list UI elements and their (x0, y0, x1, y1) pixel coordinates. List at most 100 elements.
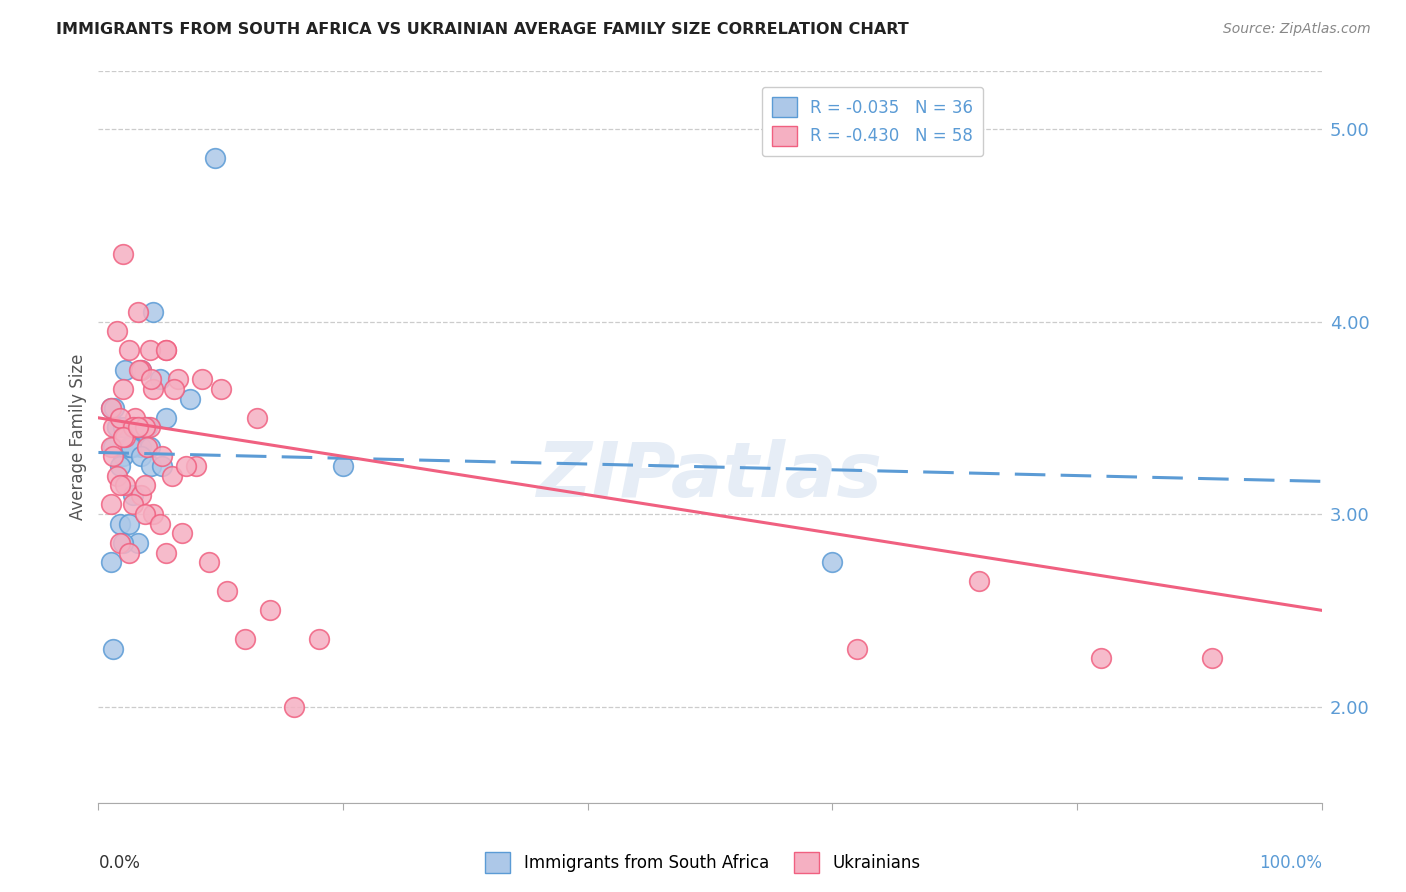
Point (121, 440, 143, 454)
Y-axis label: Average Family Size: Average Family Size (69, 354, 87, 520)
Point (142, 305, 165, 319)
Point (139, 440, 162, 454)
Point (110, 536, 132, 550)
Point (127, 420, 149, 434)
Point (967, 574, 990, 589)
Point (150, 458, 173, 473)
Point (110, 516, 132, 531)
Point (118, 440, 141, 454)
Point (103, 401, 125, 416)
Text: 0.0%: 0.0% (98, 854, 141, 872)
Point (186, 458, 208, 473)
Point (101, 641, 124, 656)
Point (129, 362, 152, 376)
Point (139, 420, 162, 434)
Point (149, 372, 172, 386)
Point (118, 545, 141, 559)
Point (100, 401, 122, 416)
Point (308, 632, 330, 647)
Point (110, 478, 132, 492)
Point (129, 440, 152, 454)
Point (136, 440, 159, 454)
Point (114, 430, 136, 444)
Point (127, 536, 149, 550)
Point (821, 555, 844, 569)
Point (114, 362, 136, 376)
Point (215, 584, 238, 599)
Point (110, 458, 132, 473)
Text: ZIPatlas: ZIPatlas (537, 439, 883, 513)
Point (111, 430, 134, 444)
Point (136, 420, 159, 434)
Point (111, 420, 134, 434)
Point (127, 305, 149, 319)
Point (142, 507, 165, 521)
Point (111, 247, 134, 261)
Point (845, 641, 868, 656)
Point (134, 420, 156, 434)
Point (129, 450, 152, 464)
Point (100, 555, 122, 569)
Point (118, 440, 141, 454)
Point (134, 478, 156, 492)
Point (121, 488, 143, 502)
Point (111, 536, 134, 550)
Point (160, 468, 183, 483)
Point (124, 420, 146, 434)
Point (155, 343, 177, 358)
Legend: Immigrants from South Africa, Ukrainians: Immigrants from South Africa, Ukrainians (479, 846, 927, 880)
Point (163, 382, 186, 396)
Point (127, 420, 149, 434)
Point (139, 343, 162, 358)
Point (118, 343, 141, 358)
Point (101, 420, 124, 434)
Point (100, 440, 122, 454)
Point (179, 392, 201, 406)
Point (120, 440, 142, 454)
Point (121, 498, 143, 512)
Text: Source: ZipAtlas.com: Source: ZipAtlas.com (1223, 22, 1371, 37)
Point (101, 450, 124, 464)
Point (129, 362, 152, 376)
Point (191, 372, 214, 386)
Point (1090, 651, 1112, 665)
Point (283, 699, 305, 714)
Point (111, 450, 134, 464)
Point (139, 372, 162, 386)
Text: 100.0%: 100.0% (1258, 854, 1322, 872)
Point (129, 488, 152, 502)
Point (150, 450, 173, 464)
Point (111, 382, 134, 396)
Point (1201, 651, 1223, 665)
Point (105, 420, 128, 434)
Point (155, 410, 177, 425)
Point (233, 632, 256, 647)
Point (170, 526, 193, 541)
Point (124, 410, 146, 425)
Point (134, 507, 156, 521)
Point (167, 372, 190, 386)
Point (118, 516, 141, 531)
Point (105, 324, 128, 338)
Point (155, 343, 177, 358)
Point (100, 498, 122, 512)
Point (100, 401, 122, 416)
Point (204, 151, 226, 165)
Point (105, 468, 128, 483)
Point (142, 382, 165, 396)
Point (176, 458, 198, 473)
Point (128, 362, 150, 376)
Text: IMMIGRANTS FROM SOUTH AFRICA VS UKRAINIAN AVERAGE FAMILY SIZE CORRELATION CHART: IMMIGRANTS FROM SOUTH AFRICA VS UKRAINIA… (56, 22, 910, 37)
Point (197, 555, 219, 569)
Point (209, 382, 232, 396)
Point (121, 420, 143, 434)
Point (155, 545, 177, 559)
Point (105, 420, 128, 434)
Point (149, 516, 172, 531)
Legend: R = -0.035   N = 36, R = -0.430   N = 58: R = -0.035 N = 36, R = -0.430 N = 58 (762, 87, 983, 156)
Point (110, 410, 132, 425)
Point (246, 410, 269, 425)
Point (114, 478, 136, 492)
Point (101, 440, 124, 454)
Point (332, 458, 354, 473)
